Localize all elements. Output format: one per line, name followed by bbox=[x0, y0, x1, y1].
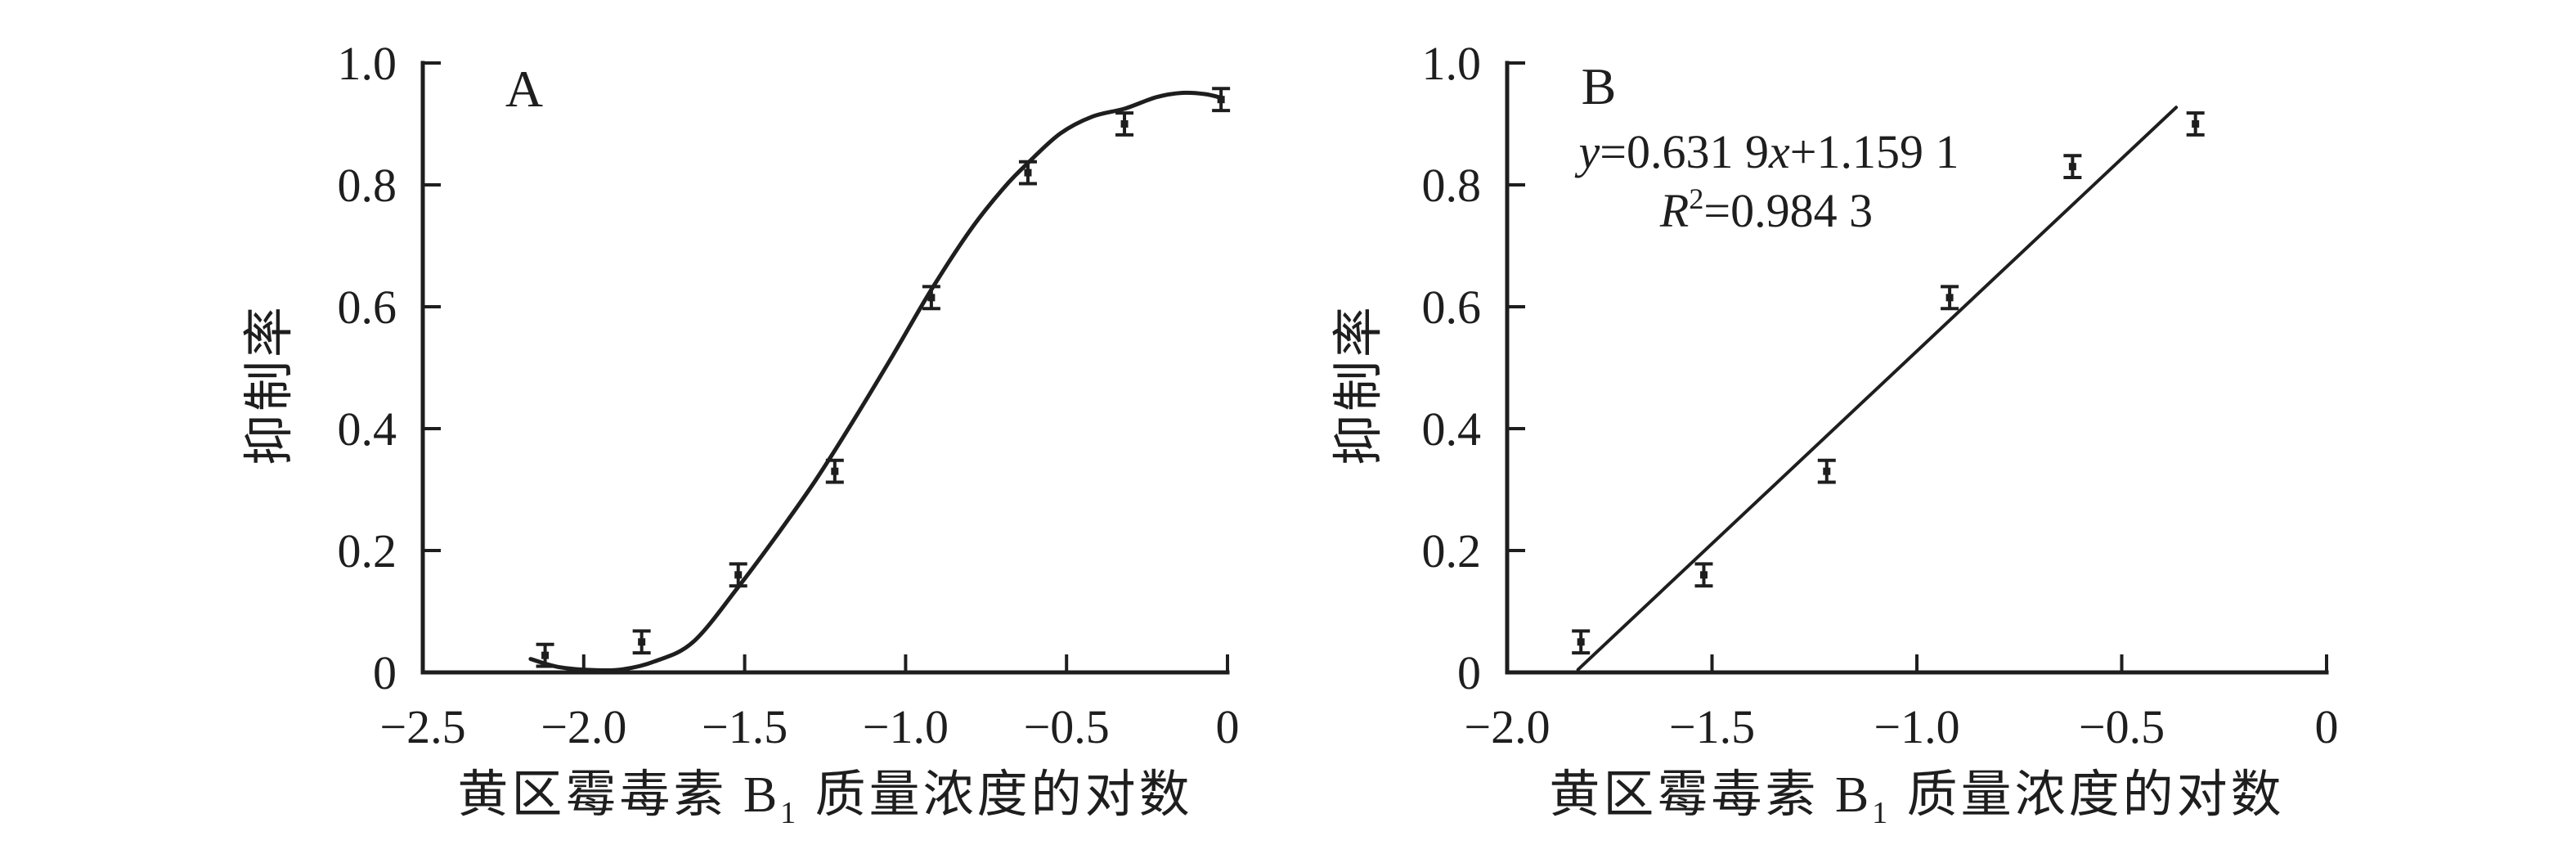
point-marker bbox=[1945, 294, 1954, 302]
y-tick-label: 0.8 bbox=[1422, 159, 1482, 212]
point-marker bbox=[1699, 571, 1708, 579]
data-point bbox=[2186, 111, 2205, 137]
data-point bbox=[1115, 111, 1134, 137]
point-marker bbox=[2068, 163, 2076, 171]
x-tick-label: −2.5 bbox=[379, 700, 465, 753]
x-tick-label: 0 bbox=[1216, 700, 1240, 753]
y-tick-label: 0.2 bbox=[338, 524, 397, 578]
point-marker bbox=[638, 638, 646, 646]
x-axis-label: 黄区霉毒素 B1 质量浓度的对数 bbox=[1549, 767, 2284, 830]
x-tick-label: 0 bbox=[2315, 700, 2339, 753]
data-point bbox=[825, 458, 844, 484]
data-point bbox=[2063, 154, 2082, 180]
y-axis-label: 抑制率 bbox=[1331, 303, 1387, 465]
point-marker bbox=[1024, 169, 1032, 177]
data-point bbox=[1212, 87, 1231, 113]
point-marker bbox=[1217, 96, 1225, 104]
point-marker bbox=[1577, 638, 1585, 646]
x-axis-label: 黄区霉毒素 B1 质量浓度的对数 bbox=[457, 767, 1192, 830]
data-point bbox=[632, 629, 651, 655]
panel-B: 1.00.80.60.40.20−2.0 −1.5 −1.0 −0.5 0B抑制率黄区霉… bbox=[1331, 37, 2339, 830]
data-point bbox=[1941, 285, 1959, 311]
y-tick-label: 0.6 bbox=[1422, 281, 1482, 334]
y-tick-label: 0.4 bbox=[338, 402, 397, 456]
panel-letter-B: B bbox=[1582, 57, 1617, 115]
equation-text: y=0.631 9x+1.159 1 bbox=[1575, 125, 1959, 178]
x-tick-label: −1.5 bbox=[1669, 700, 1755, 753]
x-tick-label: −2.0 bbox=[541, 700, 626, 753]
x-tick-label: −0.5 bbox=[1024, 700, 1110, 753]
point-marker bbox=[1120, 120, 1129, 128]
point-marker bbox=[2192, 120, 2200, 128]
fitted-sigmoid-curve bbox=[528, 90, 1223, 672]
y-tick-label: 0.8 bbox=[338, 159, 397, 212]
axes-lines bbox=[420, 61, 1230, 675]
point-marker bbox=[734, 571, 743, 579]
data-point bbox=[536, 642, 554, 668]
r-squared-text: R2=0.984 3 bbox=[1659, 182, 1873, 237]
data-point bbox=[729, 562, 747, 588]
data-point bbox=[1694, 562, 1713, 588]
data-point bbox=[1572, 629, 1591, 655]
fitted-regression-line bbox=[1576, 106, 2179, 672]
point-marker bbox=[927, 294, 936, 302]
y-tick-label: 0.6 bbox=[338, 281, 397, 334]
panel-letter-A: A bbox=[505, 60, 543, 118]
axes-lines bbox=[1505, 61, 2329, 675]
y-tick-label: 1.0 bbox=[1422, 37, 1482, 90]
x-tick-label: −1.0 bbox=[1874, 700, 1959, 753]
x-tick-label: −0.5 bbox=[2079, 700, 2165, 753]
y-tick-label: 0.2 bbox=[1422, 524, 1482, 578]
y-tick-label: 0 bbox=[1457, 646, 1481, 699]
x-tick-label: −1.5 bbox=[702, 700, 788, 753]
y-tick-label: 1.0 bbox=[338, 37, 397, 90]
point-marker bbox=[831, 467, 839, 475]
panel-A: 1.00.80.60.40.20−2.5 −2.0 −1.5 −1.0 −0.5 0A抑制… bbox=[242, 37, 1240, 830]
y-tick-label: 0 bbox=[373, 646, 397, 699]
x-tick-label: −1.0 bbox=[863, 700, 949, 753]
point-marker bbox=[541, 651, 550, 659]
data-point bbox=[1817, 458, 1836, 484]
y-axis-label: 抑制率 bbox=[242, 303, 298, 465]
y-tick-label: 0.4 bbox=[1422, 402, 1482, 456]
data-point bbox=[922, 285, 940, 311]
x-tick-label: −2.0 bbox=[1464, 700, 1550, 753]
data-point bbox=[1018, 160, 1037, 186]
point-marker bbox=[1823, 467, 1831, 475]
